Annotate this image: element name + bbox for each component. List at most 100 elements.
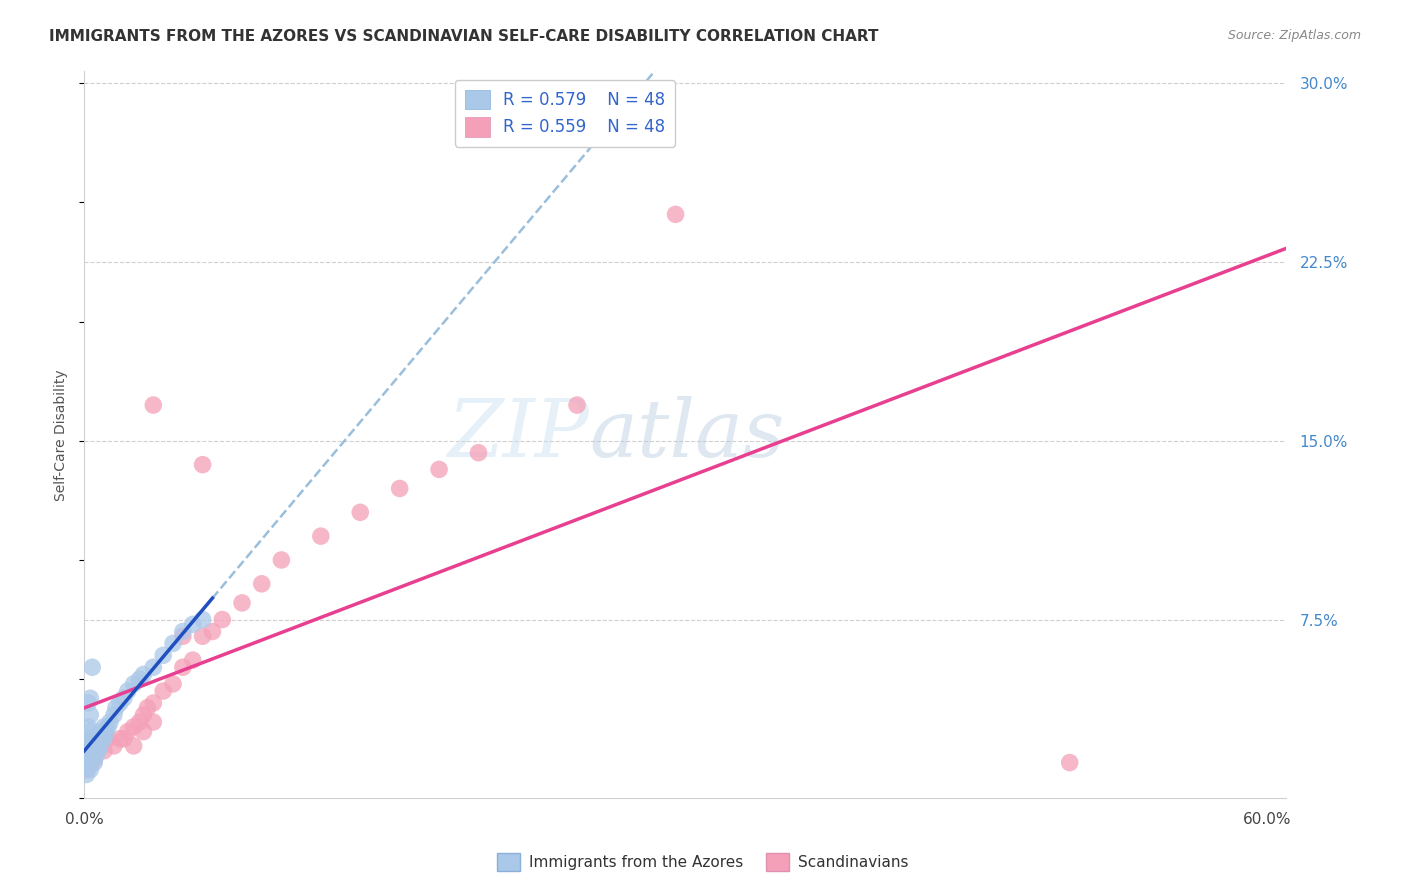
Point <box>172 660 194 674</box>
Point <box>77 731 100 746</box>
Text: atlas: atlas <box>589 396 785 474</box>
Point <box>191 613 214 627</box>
Point <box>97 720 120 734</box>
Point <box>84 744 107 758</box>
Point <box>84 748 107 763</box>
Point <box>75 744 97 758</box>
Point <box>79 753 101 767</box>
Point <box>77 739 100 753</box>
Point <box>79 758 101 772</box>
Point <box>309 529 332 543</box>
Point <box>87 731 110 746</box>
Point <box>89 731 111 746</box>
Point <box>82 748 104 763</box>
Point <box>152 684 174 698</box>
Point <box>79 744 101 758</box>
Point <box>142 714 165 729</box>
Point <box>664 207 686 221</box>
Text: ZIP: ZIP <box>447 396 589 474</box>
Legend: R = 0.579    N = 48, R = 0.559    N = 48: R = 0.579 N = 48, R = 0.559 N = 48 <box>456 79 675 146</box>
Point <box>427 462 450 476</box>
Point <box>201 624 224 639</box>
Point <box>270 553 292 567</box>
Point <box>83 753 105 767</box>
Point <box>122 739 145 753</box>
Point <box>79 707 101 722</box>
Point <box>83 744 105 758</box>
Point <box>83 739 105 753</box>
Point <box>136 700 159 714</box>
Point <box>122 677 145 691</box>
Point <box>98 714 121 729</box>
Point <box>104 700 127 714</box>
Point <box>103 707 125 722</box>
Point <box>75 748 97 763</box>
Point <box>152 648 174 663</box>
Point <box>117 724 139 739</box>
Point <box>231 596 253 610</box>
Point <box>93 731 115 746</box>
Point <box>128 714 150 729</box>
Point <box>388 482 411 496</box>
Point <box>142 398 165 412</box>
Point <box>83 731 105 746</box>
Point <box>162 636 184 650</box>
Point <box>79 691 101 706</box>
Point <box>172 624 194 639</box>
Point <box>77 739 100 753</box>
Point <box>79 734 101 748</box>
Point <box>75 756 97 770</box>
Point <box>142 660 165 674</box>
Point <box>108 731 131 746</box>
Point <box>128 672 150 686</box>
Point <box>87 744 110 758</box>
Point <box>77 720 100 734</box>
Point <box>77 696 100 710</box>
Point <box>93 744 115 758</box>
Text: Source: ZipAtlas.com: Source: ZipAtlas.com <box>1227 29 1361 42</box>
Point <box>75 767 97 781</box>
Point <box>79 763 101 777</box>
Point <box>89 739 111 753</box>
Point <box>108 696 131 710</box>
Point <box>162 677 184 691</box>
Point <box>172 629 194 643</box>
Point <box>89 724 111 739</box>
Point <box>82 660 104 674</box>
Point <box>142 696 165 710</box>
Point <box>87 739 110 753</box>
Y-axis label: Self-Care Disability: Self-Care Disability <box>55 369 69 500</box>
Point <box>565 398 588 412</box>
Point <box>211 613 233 627</box>
Point <box>132 724 155 739</box>
Point <box>82 739 104 753</box>
Point <box>467 446 489 460</box>
Point <box>75 763 97 777</box>
Point <box>79 724 101 739</box>
Point <box>1059 756 1081 770</box>
Legend: Immigrants from the Azores, Scandinavians: Immigrants from the Azores, Scandinavian… <box>491 847 915 877</box>
Point <box>93 720 115 734</box>
Point <box>122 720 145 734</box>
Point <box>84 739 107 753</box>
Point <box>117 684 139 698</box>
Point <box>82 748 104 763</box>
Point <box>349 505 371 519</box>
Point <box>112 731 135 746</box>
Point <box>94 724 117 739</box>
Point <box>83 756 105 770</box>
Point <box>191 458 214 472</box>
Point <box>181 653 204 667</box>
Point <box>250 577 273 591</box>
Point <box>132 707 155 722</box>
Point <box>132 667 155 681</box>
Point <box>77 756 100 770</box>
Point <box>103 739 125 753</box>
Point <box>82 734 104 748</box>
Point <box>79 744 101 758</box>
Point <box>112 691 135 706</box>
Point <box>91 731 114 746</box>
Point <box>191 629 214 643</box>
Point <box>97 731 120 746</box>
Point <box>77 748 100 763</box>
